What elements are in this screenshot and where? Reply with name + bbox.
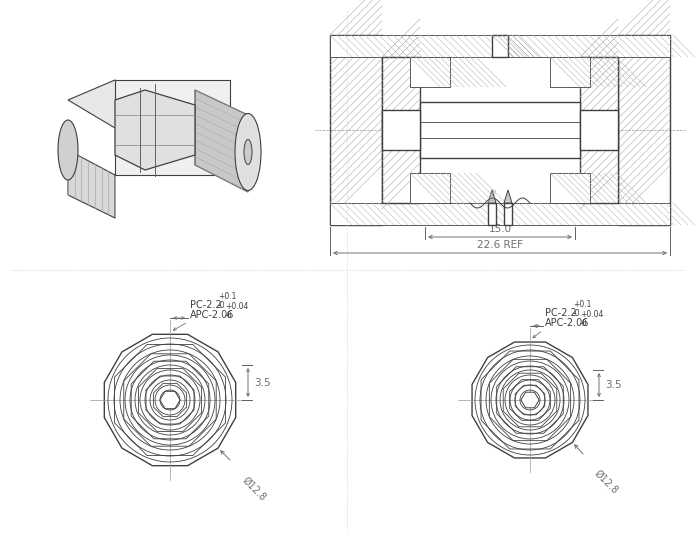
Bar (488, 203, 496, 225)
Text: PC-2.2: PC-2.2 (545, 308, 577, 318)
Polygon shape (68, 80, 160, 128)
Text: +0.1
-0: +0.1 -0 (218, 292, 236, 310)
Polygon shape (488, 190, 496, 203)
Bar (330, 35, 382, 225)
Polygon shape (504, 190, 512, 203)
Bar (580, 57, 618, 203)
Text: +0.1
-0: +0.1 -0 (573, 300, 591, 318)
Text: APC-2.06: APC-2.06 (190, 310, 234, 320)
Bar (550, 57, 590, 87)
Text: 3.5: 3.5 (605, 380, 621, 390)
Bar (550, 173, 590, 203)
Bar (410, 173, 450, 203)
Polygon shape (68, 150, 115, 218)
Polygon shape (472, 342, 588, 458)
Text: Ø12.8: Ø12.8 (240, 475, 268, 503)
Bar (382, 57, 420, 203)
Text: 15.0: 15.0 (489, 224, 512, 234)
Polygon shape (115, 80, 230, 175)
Text: +0.04
-0: +0.04 -0 (225, 302, 248, 320)
Bar (410, 57, 450, 87)
Bar (504, 203, 512, 225)
Ellipse shape (235, 113, 261, 191)
Polygon shape (195, 90, 248, 192)
Text: +0.04
-0: +0.04 -0 (580, 310, 603, 328)
Bar (618, 35, 670, 225)
Polygon shape (521, 392, 539, 408)
Ellipse shape (58, 120, 78, 180)
Bar (330, 35, 670, 57)
Polygon shape (104, 334, 236, 465)
Bar (492, 35, 508, 57)
Bar (382, 110, 420, 150)
Ellipse shape (244, 139, 252, 165)
Text: APC-2.06: APC-2.06 (545, 318, 589, 328)
Text: 3.5: 3.5 (254, 378, 270, 388)
Bar (420, 102, 580, 158)
Bar (330, 203, 670, 225)
Text: PC-2.2: PC-2.2 (190, 300, 222, 310)
Bar (580, 110, 618, 150)
Text: Ø12.8: Ø12.8 (592, 468, 620, 496)
Text: 22.6 REF: 22.6 REF (477, 240, 523, 250)
Polygon shape (115, 90, 195, 170)
Polygon shape (160, 392, 180, 409)
